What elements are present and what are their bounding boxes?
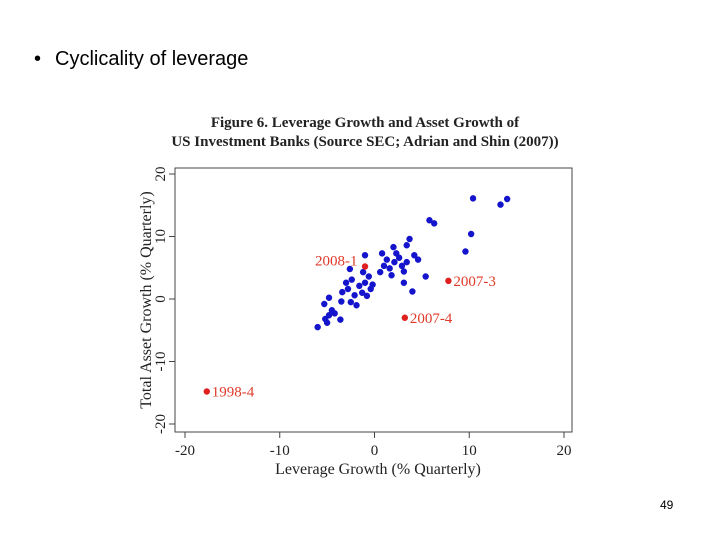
x-tick-label: 20 [557, 443, 572, 459]
highlight-points: 2008-1 2007-3 2007-4 1998-4 [203, 254, 496, 401]
data-point [398, 262, 406, 270]
highlight-point [401, 314, 409, 321]
data-point [395, 254, 403, 261]
point-label: 2008-1 [315, 254, 358, 270]
data-point [400, 279, 408, 286]
data-point [378, 250, 386, 257]
data-point [406, 235, 413, 243]
data-point [314, 323, 321, 331]
data-point [338, 298, 345, 305]
data-point [383, 256, 391, 263]
data-point [409, 288, 416, 295]
data-point [462, 248, 469, 255]
x-tick-label: 0 [371, 443, 379, 459]
x-tick-label: -10 [270, 443, 290, 459]
data-point [369, 281, 376, 288]
data-point [400, 268, 408, 275]
data-point [344, 285, 352, 293]
data-point [430, 220, 438, 227]
figure-title-line1: Figure 6. Leverage Growth and Asset Grow… [210, 115, 520, 131]
data-point [386, 265, 393, 272]
point-label: 2007-3 [453, 274, 496, 290]
highlight-point [445, 277, 452, 285]
x-tick-label: 10 [462, 443, 477, 459]
y-tick-label: 20 [153, 167, 169, 182]
data-point [353, 302, 360, 309]
data-point [356, 282, 363, 290]
data-point [403, 242, 410, 249]
data-point [325, 312, 333, 319]
slide-number: 49 [660, 498, 674, 512]
data-point [351, 292, 358, 299]
data-point [358, 289, 366, 296]
x-axis-label: Leverage Growth (% Quarterly) [275, 461, 481, 478]
data-point [365, 273, 373, 280]
data-point [361, 279, 369, 286]
data-point [346, 265, 354, 273]
y-tick-label: -20 [153, 414, 169, 434]
data-point [380, 262, 388, 270]
bullet-symbol: • [34, 48, 42, 70]
data-point [359, 268, 367, 276]
point-label: 1998-4 [212, 385, 255, 401]
data-point [325, 294, 333, 301]
data-point [339, 288, 346, 296]
figure-title-line2: US Investment Banks (Source SEC; Adrian … [171, 134, 559, 150]
y-tick-label: -10 [153, 352, 169, 372]
data-point [403, 258, 410, 266]
data-point [411, 252, 418, 259]
data-point [348, 276, 355, 283]
data-point [469, 195, 477, 202]
data-point [467, 230, 475, 238]
data-point [388, 272, 395, 279]
data-point [321, 300, 328, 308]
point-label: 2007-4 [410, 311, 453, 327]
y-axis-label: Total Asset Growth (% Quarterly) [138, 191, 155, 409]
data-point [361, 252, 369, 259]
data-points [314, 195, 511, 331]
data-point [323, 319, 331, 326]
data-point [347, 298, 355, 306]
data-point [503, 195, 511, 203]
y-ticks: -20 -10 0 10 20 [153, 167, 175, 434]
x-tick-label: -20 [175, 443, 195, 459]
data-point [390, 243, 397, 251]
data-point [342, 279, 350, 286]
data-point [391, 258, 398, 266]
bullet-text: Cyclicality of leverage [55, 48, 249, 70]
highlight-point [203, 388, 210, 395]
figure: Figure 6. Leverage Growth and Asset Grow… [130, 110, 600, 485]
bullet-item: • Cyclicality of leverage [34, 48, 248, 71]
data-point [414, 256, 422, 263]
y-tick-label: 0 [153, 295, 169, 303]
data-point [376, 268, 384, 276]
x-ticks: -20 -10 0 10 20 [175, 432, 572, 459]
data-point [331, 310, 338, 317]
data-point [497, 201, 504, 208]
data-point [426, 217, 433, 224]
data-point [363, 292, 371, 300]
plot-background [174, 167, 573, 433]
data-point [422, 273, 429, 280]
highlight-point [361, 263, 369, 270]
y-tick-label: 10 [153, 229, 169, 244]
data-point [337, 316, 344, 323]
